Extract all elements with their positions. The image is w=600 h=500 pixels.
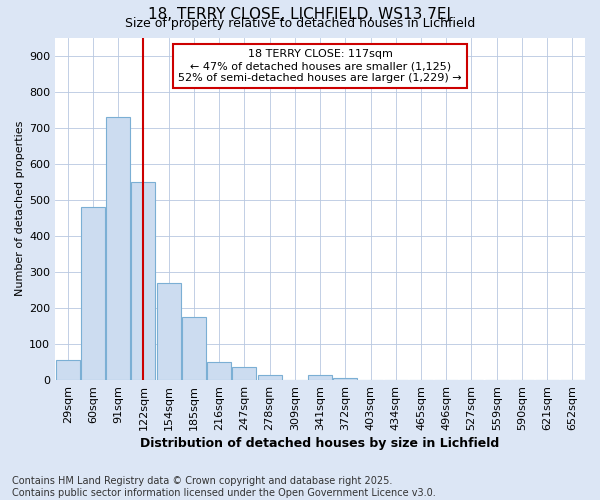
Y-axis label: Number of detached properties: Number of detached properties xyxy=(15,121,25,296)
Bar xyxy=(207,362,231,380)
Bar xyxy=(334,378,357,380)
Bar xyxy=(81,207,105,380)
Text: Contains HM Land Registry data © Crown copyright and database right 2025.
Contai: Contains HM Land Registry data © Crown c… xyxy=(12,476,436,498)
Text: Size of property relative to detached houses in Lichfield: Size of property relative to detached ho… xyxy=(125,17,475,30)
Bar xyxy=(308,374,332,380)
Bar xyxy=(56,360,80,380)
Bar xyxy=(257,374,281,380)
Text: 18 TERRY CLOSE: 117sqm
← 47% of detached houses are smaller (1,125)
52% of semi-: 18 TERRY CLOSE: 117sqm ← 47% of detached… xyxy=(178,50,462,82)
Bar xyxy=(182,317,206,380)
Text: 18, TERRY CLOSE, LICHFIELD, WS13 7EJ: 18, TERRY CLOSE, LICHFIELD, WS13 7EJ xyxy=(149,8,452,22)
Bar xyxy=(232,368,256,380)
Bar xyxy=(106,117,130,380)
Bar xyxy=(157,282,181,380)
Bar xyxy=(131,182,155,380)
X-axis label: Distribution of detached houses by size in Lichfield: Distribution of detached houses by size … xyxy=(140,437,500,450)
